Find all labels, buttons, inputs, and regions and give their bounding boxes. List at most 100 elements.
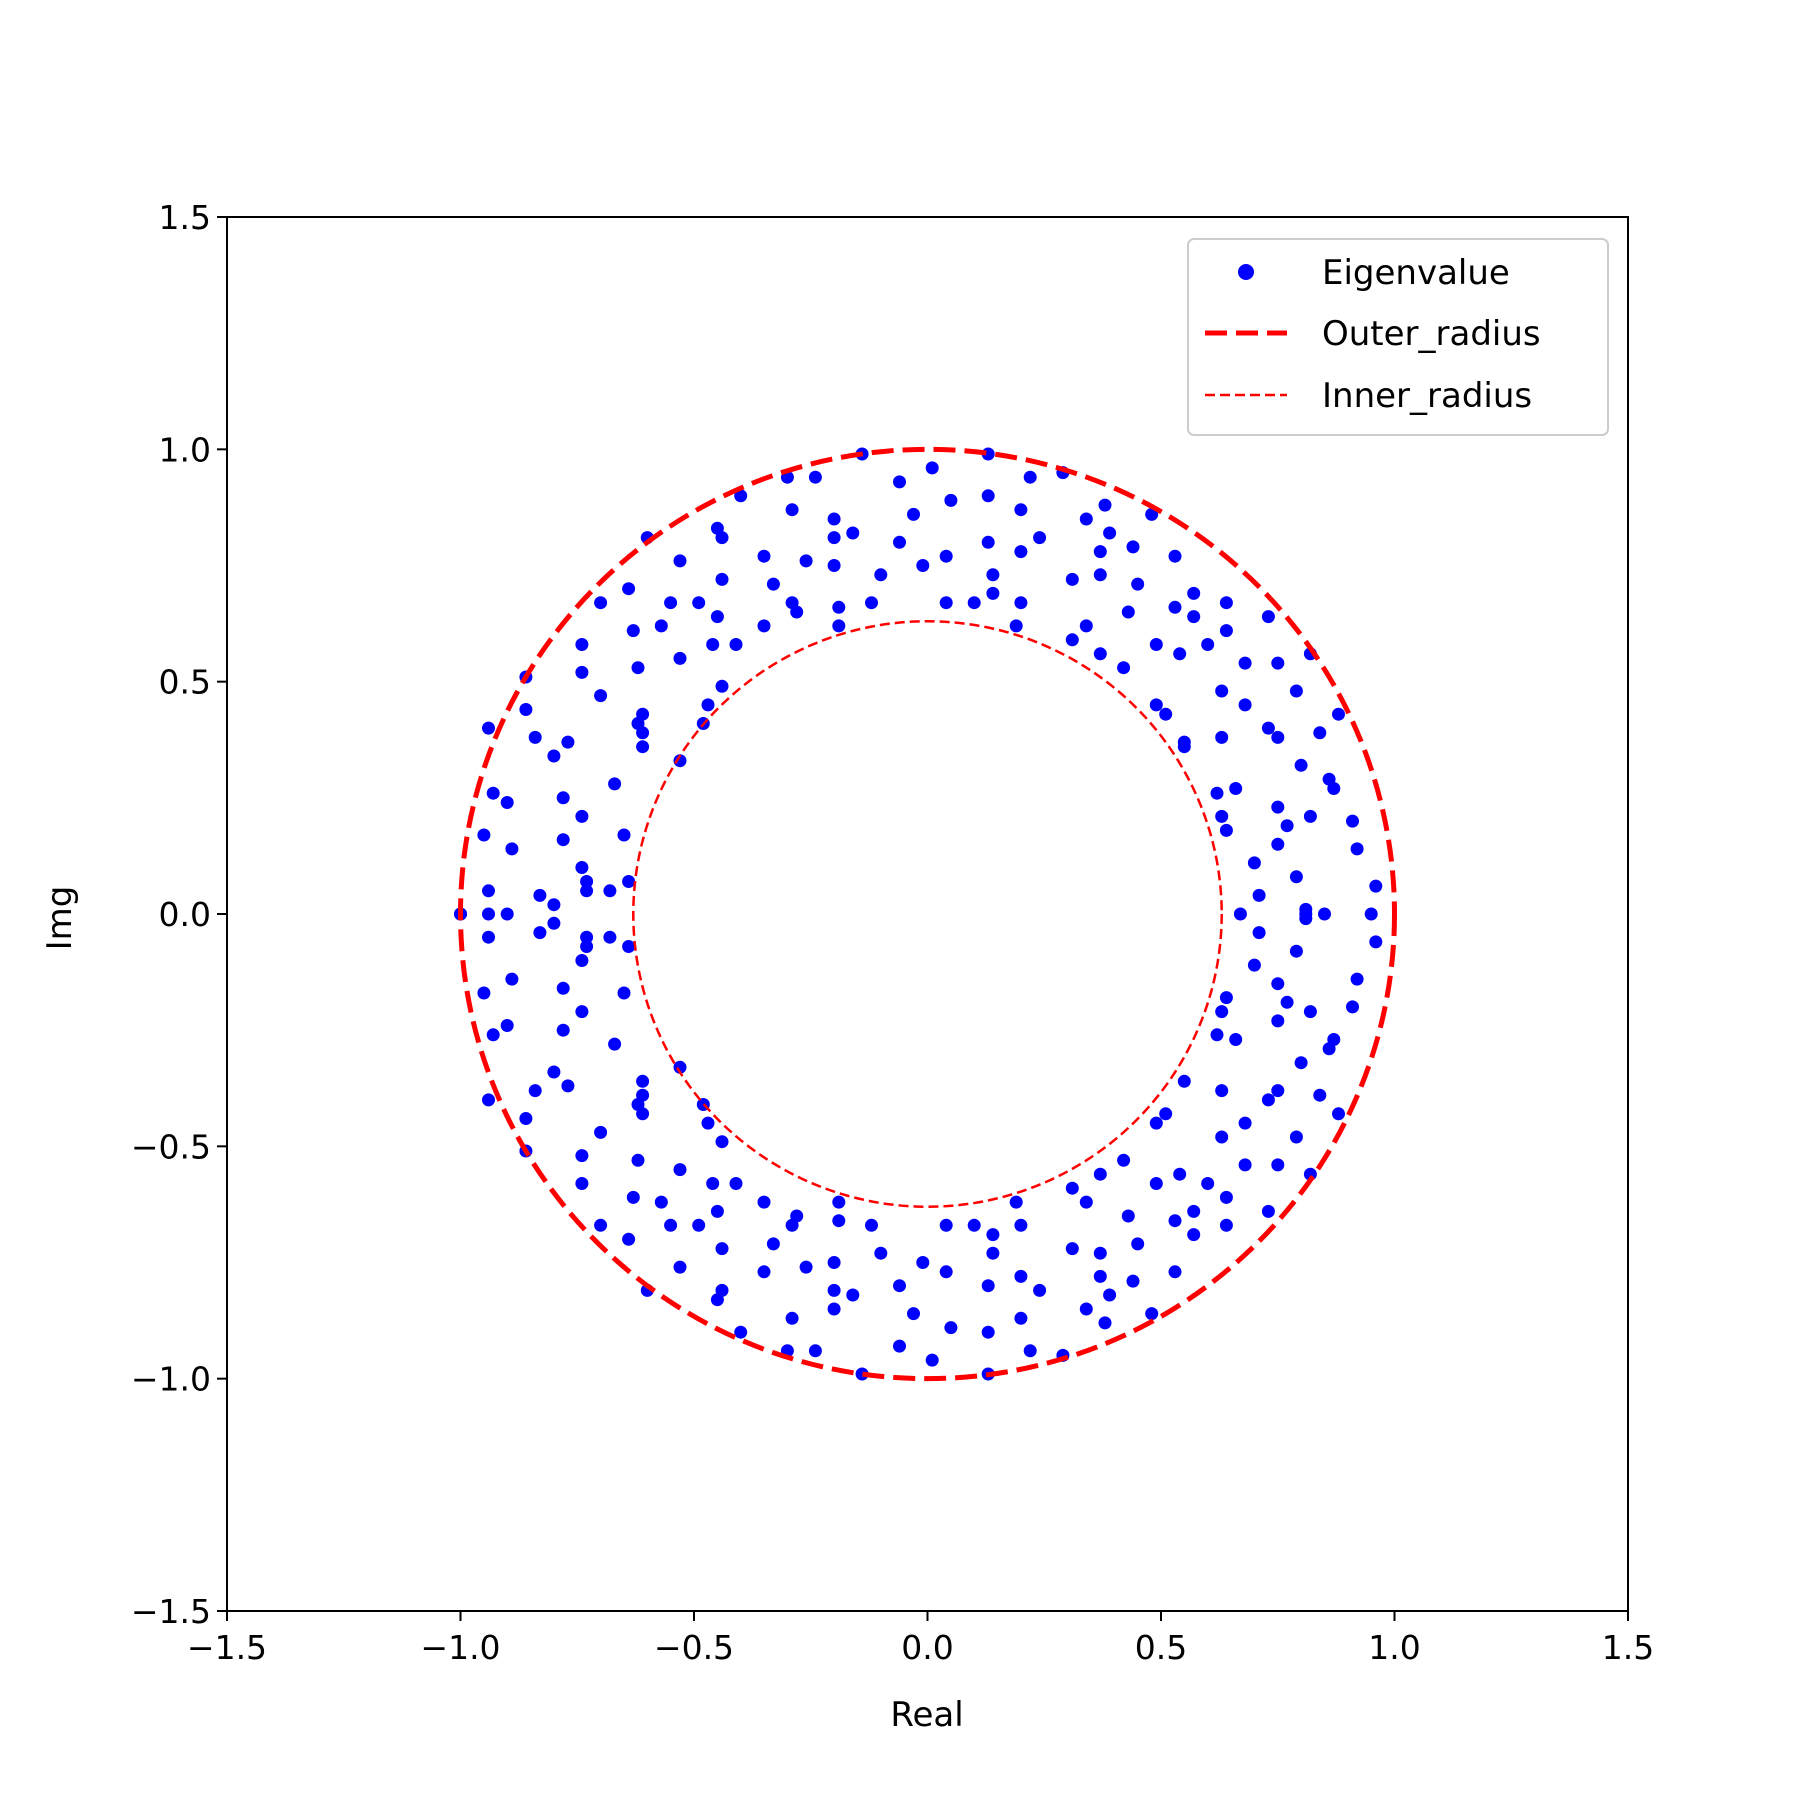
eigenvalue-point [1009, 1195, 1023, 1209]
eigenvalue-point [1187, 610, 1201, 624]
eigenvalue-point [1219, 991, 1233, 1005]
eigenvalue-point [1215, 1084, 1229, 1098]
eigenvalue-point [734, 489, 748, 503]
legend: Eigenvalue Outer_radius Inner_radius [1187, 238, 1609, 436]
eigenvalue-point [1168, 1214, 1182, 1228]
eigenvalue-point [1252, 926, 1266, 940]
eigenvalue-point [547, 916, 561, 930]
eigenvalue-point [1210, 1028, 1224, 1042]
eigenvalue-point [636, 1074, 650, 1088]
eigenvalue-point [1289, 1130, 1303, 1144]
eigenvalue-point [528, 730, 542, 744]
eigenvalue-point [1247, 856, 1261, 870]
plot-area [454, 446, 1397, 1382]
eigenvalue-point [1033, 531, 1047, 545]
eigenvalue-point [1369, 879, 1383, 893]
eigenvalue-point [808, 1344, 822, 1358]
eigenvalue-point [505, 842, 519, 856]
eigenvalue-point [1079, 1302, 1093, 1316]
eigenvalue-point [1289, 870, 1303, 884]
eigenvalue-point [846, 526, 860, 540]
outer-radius-circle [458, 446, 1397, 1382]
eigenvalue-point [1303, 1005, 1317, 1019]
eigenvalue-point [715, 679, 729, 693]
eigenvalue-point [1177, 1074, 1191, 1088]
eigenvalue-point [827, 559, 841, 572]
eigenvalue-point [575, 954, 589, 967]
eigenvalue-point [986, 1246, 1000, 1260]
eigenvalue-point [1271, 1014, 1285, 1028]
eigenvalue-point [486, 1028, 500, 1042]
eigenvalue-point [1369, 935, 1383, 949]
eigenvalue-point [673, 754, 687, 768]
eigenvalue-point [636, 740, 650, 754]
eigenvalue-point [893, 1339, 906, 1353]
eigenvalue-point [673, 1060, 687, 1074]
eigenvalue-point [1131, 577, 1145, 591]
eigenvalue-point [1014, 1311, 1028, 1325]
eigenvalue-point [477, 986, 491, 1000]
eigenvalue-point [692, 596, 706, 610]
eigenvalue-point [1009, 619, 1023, 633]
y-tick-label: 0.5 [159, 663, 211, 702]
eigenvalue-point [893, 475, 906, 489]
eigenvalue-point [500, 907, 514, 921]
eigenvalue-point [1187, 1228, 1201, 1242]
eigenvalue-point [575, 1177, 589, 1190]
eigenvalue-point [1238, 656, 1252, 670]
eigenvalue-point [827, 1302, 841, 1316]
eigenvalue-point [715, 1135, 729, 1149]
legend-inner-radius-label: Inner_radius [1322, 376, 1532, 416]
eigenvalue-point [981, 1325, 995, 1339]
eigenvalue-point [622, 940, 636, 953]
eigenvalue-point [556, 833, 570, 847]
eigenvalue-point [1065, 1242, 1079, 1256]
eigenvalue-point [907, 507, 920, 521]
eigenvalue-point [1126, 1274, 1140, 1288]
x-tick-label: −1.5 [187, 1628, 267, 1667]
x-tick-label: −0.5 [654, 1628, 734, 1667]
eigenvalue-point [1201, 1177, 1215, 1190]
eigenvalue-point [865, 1218, 878, 1232]
y-tick-label: −1.0 [131, 1360, 211, 1399]
eigenvalue-point [981, 1279, 995, 1293]
eigenvalue-point [1280, 995, 1294, 1009]
eigenvalue-point [1093, 568, 1107, 582]
eigenvalue-point [1065, 633, 1079, 647]
eigenvalue-point [827, 1256, 841, 1269]
eigenvalue-point [547, 898, 561, 912]
eigenvalue-point [1327, 782, 1341, 795]
eigenvalue-point [580, 875, 594, 888]
eigenvalue-point [1121, 1209, 1135, 1223]
eigenvalue-point [1210, 786, 1224, 800]
eigenvalue-point [1117, 661, 1131, 675]
eigenvalue-point [715, 1283, 729, 1297]
eigenvalue-point [500, 1019, 514, 1032]
eigenvalue-point [1159, 707, 1173, 721]
eigenvalue-point [874, 1246, 888, 1260]
eigenvalue-point [874, 568, 888, 582]
eigenvalue-point [594, 689, 608, 703]
eigenvalue-point [1023, 1344, 1037, 1358]
eigenvalue-point [1065, 1181, 1079, 1195]
eigenvalue-point [1033, 1283, 1047, 1297]
eigenvalue-point [799, 554, 813, 568]
eigenvalue-point [1233, 907, 1247, 921]
eigenvalue-point [547, 749, 561, 763]
eigenvalue-point [1103, 526, 1117, 540]
eigenvalue-point [636, 726, 650, 740]
eigenvalue-point [1289, 944, 1303, 958]
eigenvalue-point [701, 1116, 715, 1130]
eigenvalue-point [1145, 1307, 1159, 1321]
eigenvalue-point [1093, 647, 1107, 661]
eigenvalue-point [664, 596, 678, 610]
eigenvalue-point [1247, 958, 1261, 972]
y-tick-label: 0.0 [159, 895, 211, 934]
eigenvalue-point [594, 1125, 608, 1139]
eigenvalue-point [1121, 605, 1135, 619]
eigenvalue-point [1079, 1195, 1093, 1209]
inner-radius-circle [632, 620, 1223, 1208]
eigenvalue-point [1215, 730, 1229, 744]
eigenvalue-point [916, 559, 930, 572]
